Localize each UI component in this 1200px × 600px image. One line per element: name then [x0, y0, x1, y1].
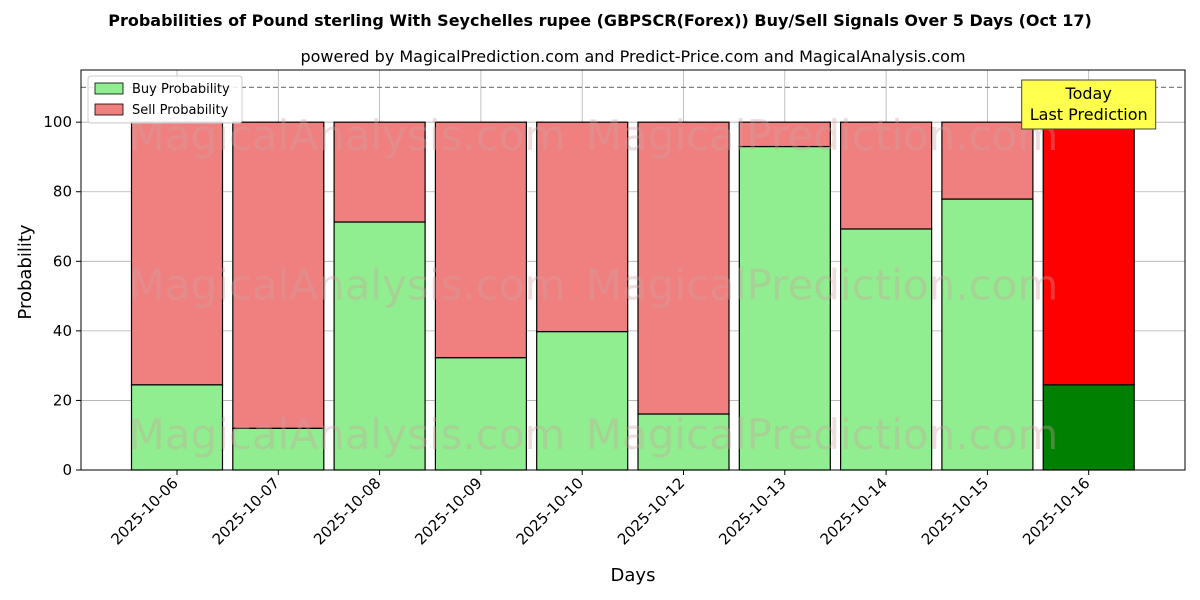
x-tick-label: 2025-10-16 [1019, 474, 1093, 548]
legend-swatch-sell [94, 103, 124, 116]
x-tick-label: 2025-10-07 [209, 474, 283, 548]
annotation-line-today: Today [1065, 84, 1112, 103]
x-tick-label: 2025-10-14 [817, 474, 891, 548]
today-annotation: Today Last Prediction [1021, 79, 1157, 130]
bar-buy-2025-10-08 [333, 221, 426, 471]
y-tick-label: 60 [53, 252, 72, 270]
y-tick-label: 80 [53, 183, 72, 201]
x-tick-label: 2025-10-10 [513, 474, 587, 548]
bar-buy-2025-10-15 [941, 198, 1034, 471]
x-tick-label: 2025-10-09 [411, 474, 485, 548]
watermark-analysis: MagicalAnalysis.com [129, 410, 566, 459]
bar-sell-2025-10-06 [130, 121, 224, 386]
bar-sell-2025-10-07 [232, 121, 325, 429]
bar-buy-2025-10-16 [1042, 384, 1135, 471]
bar-sell-2025-10-10 [536, 121, 629, 333]
bar-sell-2025-10-12 [637, 121, 730, 415]
chart-subtitle: powered by MagicalPrediction.com and Pre… [300, 47, 965, 66]
bar-buy-2025-10-13 [738, 145, 831, 471]
watermark-prediction: MagicalPrediction.com [586, 410, 1059, 459]
bars [130, 121, 1135, 471]
bar-sell-2025-10-13 [738, 121, 831, 148]
plot-frame [80, 69, 1186, 471]
legend-label-sell: Sell Probability [132, 103, 229, 118]
legend-box [87, 75, 243, 124]
bar-sell-2025-10-14 [839, 121, 933, 230]
legend-label-buy: Buy Probability [132, 82, 230, 97]
x-axis-label: Days [611, 565, 656, 586]
y-tick-label: 0 [62, 461, 72, 479]
x-axis-ticks: 2025-10-06 2025-10-07 2025-10-08 2025-10-09… [107, 470, 1094, 548]
y-axis-label: Probability [15, 224, 36, 319]
y-axis-ticks: 0 20 40 60 80 100 [43, 113, 81, 479]
chart-title: Probabilities of Pound sterling With Sey… [108, 11, 1092, 30]
y-tick-label: 40 [53, 322, 72, 340]
watermark-analysis: MagicalAnalysis.com [129, 261, 566, 310]
x-tick-label: 2025-10-08 [310, 474, 384, 548]
x-tick-label: 2025-10-15 [918, 474, 992, 548]
bar-sell-2025-10-09 [434, 121, 527, 359]
y-tick-label: 20 [53, 391, 72, 409]
legend-swatch-buy [94, 82, 124, 95]
y-tick-label: 100 [43, 113, 72, 131]
legend: Buy Probability Sell Probability [87, 75, 243, 124]
x-tick-label: 2025-10-12 [614, 474, 688, 548]
bar-sell-2025-10-08 [333, 121, 426, 223]
bar-sell-2025-10-15 [941, 121, 1034, 200]
watermark-prediction: MagicalPrediction.com [586, 111, 1059, 160]
x-tick-label: 2025-10-06 [107, 474, 181, 548]
annotation-box [1021, 79, 1157, 130]
bar-sell-2025-10-16 [1042, 121, 1135, 386]
x-tick-label: 2025-10-13 [715, 474, 789, 548]
bar-buy-2025-10-10 [536, 330, 629, 471]
watermark-prediction: MagicalPrediction.com [586, 261, 1059, 310]
bar-buy-2025-10-12 [637, 413, 730, 471]
bar-buy-2025-10-14 [839, 228, 933, 471]
annotation-line-last-prediction: Last Prediction [1030, 105, 1148, 124]
